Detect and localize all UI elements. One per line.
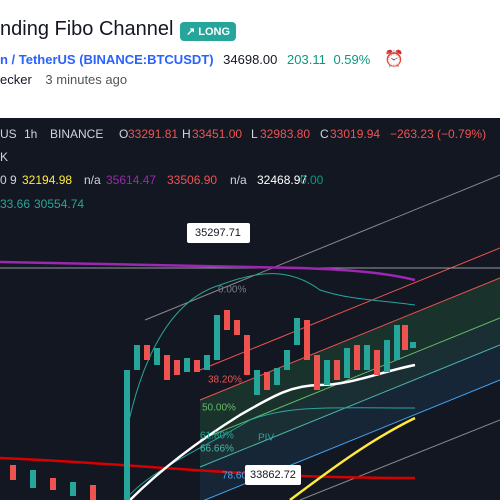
price: 34698.00: [223, 52, 278, 67]
ohlc-value: 32983.80: [260, 127, 310, 141]
candles: [10, 310, 416, 500]
idea-title: nding Fibo Channel: [0, 18, 174, 40]
candle: [384, 340, 390, 372]
ma-line: [0, 260, 416, 282]
long-badge: ↗ LONG: [180, 22, 237, 41]
fib-label: 0.00%: [218, 285, 246, 296]
candle: [164, 355, 170, 380]
indicator-value: 35614.47: [106, 173, 156, 187]
indicator-value: 30554.74: [34, 197, 84, 211]
candle: [90, 485, 96, 500]
time: 3 minutes ago: [45, 72, 128, 87]
candle: [394, 325, 400, 360]
fib-label: 50.00%: [202, 403, 236, 414]
indicator-value: 33506.90: [167, 173, 217, 187]
candle: [264, 372, 270, 390]
candle: [144, 345, 150, 360]
badge-text: LONG: [198, 26, 231, 38]
candle: [154, 348, 160, 365]
ohlc-key: H: [182, 127, 191, 141]
symbol-row: n / TetherUS (BINANCE:BTCUSDT) 34698.00 …: [0, 49, 404, 69]
ma-line: [289, 416, 416, 500]
candle: [294, 318, 300, 345]
price-label-box: [187, 223, 250, 243]
author-row: ecker 3 minutes ago: [0, 72, 127, 87]
indicator-value: 0.00: [300, 173, 324, 187]
ohlc-key: O: [119, 127, 128, 141]
ohlc-key: C: [320, 127, 329, 141]
ohlc-key: L: [251, 127, 258, 141]
candle: [324, 360, 330, 385]
band-line: [124, 273, 416, 441]
candle: [334, 360, 340, 380]
indicator-value: 33.66: [0, 197, 30, 211]
candle: [354, 345, 360, 370]
candle: [214, 315, 220, 360]
candle: [184, 358, 190, 372]
candle: [50, 478, 56, 490]
price-label-box: [245, 465, 301, 485]
candle: [224, 310, 230, 330]
ma-line: [129, 363, 416, 500]
candle: [402, 325, 408, 350]
candle: [30, 470, 36, 488]
alert-icon[interactable]: ⏰: [383, 51, 404, 68]
fib-band: [200, 318, 500, 467]
candle: [344, 348, 350, 378]
price-label: 35297.71: [195, 227, 241, 239]
ohlc-value: 33291.81: [128, 127, 178, 141]
chart-symbol: US: [0, 127, 17, 141]
symbol-link[interactable]: n / TetherUS (BINANCE:BTCUSDT): [0, 52, 214, 67]
candle: [364, 345, 370, 370]
indicator-value: 32468.97: [257, 173, 307, 187]
pivot-label: PIV: [258, 433, 274, 444]
change: 203.11: [287, 52, 326, 67]
candle: [124, 370, 130, 500]
fib-label: 61.80%: [200, 431, 234, 442]
channel-line: [299, 419, 500, 500]
candle: [254, 370, 260, 395]
candle: [134, 345, 140, 370]
candle: [374, 350, 380, 375]
channel-line: [199, 344, 500, 468]
candle: [174, 360, 180, 375]
indicator-value: n/a: [84, 173, 101, 187]
candle: [204, 355, 210, 370]
candle: [274, 368, 280, 385]
legend: US 1h BINANCE O 33291.81 H 33451.00 L 32…: [0, 127, 486, 211]
ohlc-change: −263.23 (−0.79%): [390, 127, 486, 141]
candle: [304, 320, 310, 360]
change-pct: 0.59%: [333, 52, 371, 67]
indicator-value: n/a: [230, 173, 247, 187]
fib-band: [200, 345, 500, 500]
candle: [244, 335, 250, 375]
price-label: 33862.72: [250, 469, 296, 481]
fib-label: 38.20%: [208, 375, 242, 386]
exchange: BINANCE: [50, 127, 103, 141]
candle: [284, 350, 290, 370]
indicator-value: 32194.98: [22, 173, 72, 187]
channel-line: [199, 277, 500, 401]
channel-line: [144, 174, 500, 321]
plot: 0.00% 38.20% 50.00% 61.80% 66.66% 78.60%…: [0, 174, 500, 500]
ohlc-value: 33019.94: [330, 127, 380, 141]
candle: [70, 482, 76, 496]
ohlc-value: 33451.00: [192, 127, 242, 141]
candle: [194, 360, 200, 372]
fib-label: 78.60%: [222, 471, 256, 482]
band-line: [124, 407, 416, 500]
candle: [410, 342, 416, 348]
legend-row: K: [0, 150, 8, 164]
candle: [234, 320, 240, 335]
fib-label: 66.66%: [200, 444, 234, 455]
candle: [10, 465, 16, 480]
author[interactable]: ecker: [0, 72, 32, 87]
chart: 0.00% 38.20% 50.00% 61.80% 66.66% 78.60%…: [0, 118, 500, 500]
interval[interactable]: 1h: [24, 127, 37, 141]
indicator-value: 0 9: [0, 173, 17, 187]
candle: [314, 355, 320, 390]
